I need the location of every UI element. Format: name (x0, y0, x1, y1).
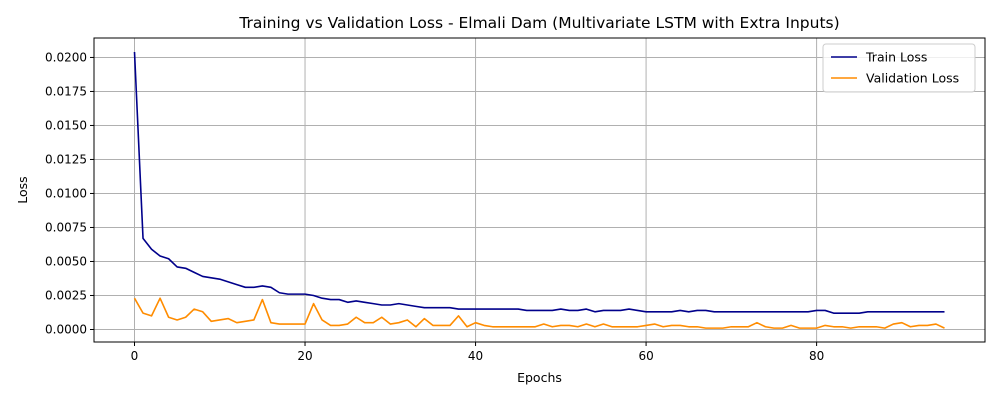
x-axis-label: Epochs (517, 370, 562, 385)
chart-title: Training vs Validation Loss - Elmali Dam… (238, 14, 839, 32)
y-tick-label: 0.0025 (45, 288, 87, 302)
legend: Train Loss Validation Loss (822, 43, 976, 93)
train-loss-line (133, 51, 945, 314)
validation-loss-line (133, 297, 945, 329)
y-axis: 0.0000 0.0025 0.0050 0.0075 0.0100 0.0125 0.01… (45, 50, 94, 336)
plot-frame (93, 37, 986, 343)
x-tick-label: 80 (809, 349, 824, 363)
y-tick-label: 0.0075 (45, 220, 87, 234)
legend-label-train-loss: Train Loss (865, 50, 927, 65)
y-tick-label: 0.0175 (45, 84, 87, 98)
legend-label-validation-loss: Validation Loss (866, 71, 959, 86)
series-layer (133, 51, 945, 329)
grid (94, 38, 985, 342)
y-tick-label: 0.0125 (45, 152, 87, 166)
x-tick-label: 60 (638, 349, 653, 363)
x-tick-label: 20 (297, 349, 312, 363)
y-axis-label: Loss (15, 176, 30, 203)
x-tick-label: 0 (131, 349, 139, 363)
x-axis: 0 20 40 60 80 (131, 342, 824, 363)
y-tick-label: 0.0050 (45, 254, 87, 268)
x-tick-label: 40 (468, 349, 483, 363)
y-tick-label: 0.0200 (45, 50, 87, 64)
y-tick-label: 0.0000 (45, 322, 87, 336)
y-tick-label: 0.0150 (45, 118, 87, 132)
legend-box (822, 43, 976, 93)
y-tick-label: 0.0100 (45, 186, 87, 200)
